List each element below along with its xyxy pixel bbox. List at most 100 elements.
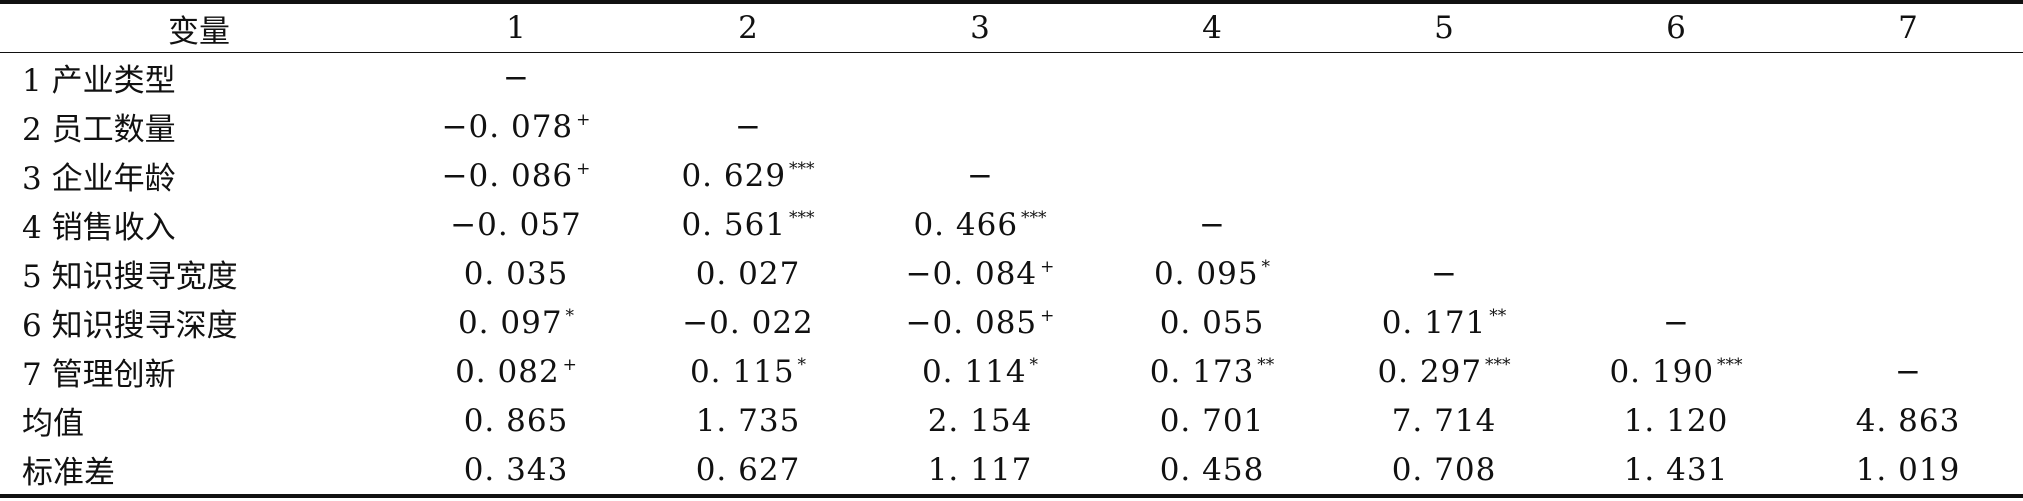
- table-row: 均值 0. 865 1. 735 2. 154 0. 701 7. 714 1. 120 4.…: [0, 396, 2023, 445]
- table-body: 1 产业类型 −2 员工数量 −0. 078 + −3 企业年龄 −0. 086 +0. 6…: [0, 53, 2023, 498]
- table-cell: [1792, 53, 2023, 103]
- cell-value: 0. 115: [689, 353, 795, 390]
- cell-value: 4. 863: [1855, 402, 1961, 439]
- header-variable: 变量: [0, 0, 400, 53]
- table-cell: −: [1560, 298, 1792, 347]
- cell-value: 1. 735: [695, 402, 801, 439]
- table-cell: −: [1096, 200, 1328, 249]
- table-cell: 1. 120: [1560, 396, 1792, 445]
- table-cell: −: [1792, 347, 2023, 396]
- table-cell: 0. 027: [632, 249, 864, 298]
- table-cell: 0. 095 *: [1096, 249, 1328, 298]
- table-cell: [632, 53, 864, 103]
- table-cell: 0. 115 *: [632, 347, 864, 396]
- table-cell: −: [864, 151, 1096, 200]
- significance-marker: **: [1257, 354, 1275, 375]
- header-column-4: 4: [1096, 0, 1328, 53]
- table-row: 3 企业年龄 −0. 086 +0. 629 *** −: [0, 151, 2023, 200]
- table-cell: 0. 097 *: [400, 298, 632, 347]
- table-cell: [1560, 249, 1792, 298]
- table-cell: 0. 297 ***: [1328, 347, 1560, 396]
- table-cell: −: [400, 53, 632, 103]
- cell-value: 0. 173: [1149, 353, 1255, 390]
- significance-marker: +: [576, 158, 591, 179]
- table-cell: −: [1328, 249, 1560, 298]
- row-variable-label: 1 产业类型: [22, 63, 176, 99]
- table-row: 标准差 0. 343 0. 627 1. 117 0. 458 0. 708 1. 431 1…: [0, 445, 2023, 498]
- table-cell: [1096, 151, 1328, 200]
- header-column-2: 2: [632, 0, 864, 53]
- table-cell: 1. 019: [1792, 445, 2023, 498]
- cell-value: 0. 627: [695, 451, 801, 488]
- cell-value: 0. 097: [457, 304, 563, 341]
- row-variable-label: 2 员工数量: [22, 112, 176, 148]
- significance-marker: ***: [1717, 354, 1743, 375]
- table-cell: 2. 154: [864, 396, 1096, 445]
- table-row: 5 知识搜寻宽度 0. 035 0. 027 −0. 084 +0. 095 * −: [0, 249, 2023, 298]
- table-cell: [1792, 102, 2023, 151]
- diagonal-dash: −: [1431, 255, 1457, 292]
- table-cell: −: [632, 102, 864, 151]
- table-cell: 0. 701: [1096, 396, 1328, 445]
- header-column-5: 5: [1328, 0, 1560, 53]
- cell-value: 2. 154: [927, 402, 1033, 439]
- row-variable-label: 5 知识搜寻宽度: [22, 259, 238, 295]
- header-column-1: 1: [400, 0, 632, 53]
- table-cell: [1328, 151, 1560, 200]
- table-cell: 0. 466 ***: [864, 200, 1096, 249]
- cell-value: 1. 117: [927, 451, 1033, 488]
- cell-value: 0. 035: [463, 255, 569, 292]
- cell-value: −0. 078: [441, 108, 574, 145]
- cell-value: 0. 708: [1391, 451, 1497, 488]
- table-cell: [1792, 200, 2023, 249]
- table-cell: 1. 117: [864, 445, 1096, 498]
- table-cell: 0. 627: [632, 445, 864, 498]
- table-cell: −0. 085 +: [864, 298, 1096, 347]
- table-cell: [1560, 53, 1792, 103]
- table-cell: 0. 082 +: [400, 347, 632, 396]
- cell-value: 0. 629: [681, 157, 787, 194]
- table-cell: [1096, 53, 1328, 103]
- table-row: 4 销售收入 −0. 057 0. 561 *** 0. 466 *** −: [0, 200, 2023, 249]
- significance-marker: *: [1261, 256, 1271, 277]
- row-variable-label: 7 管理创新: [22, 357, 176, 393]
- table-cell: −0. 086 +: [400, 151, 632, 200]
- significance-marker: ***: [1485, 354, 1511, 375]
- table-cell: [1096, 102, 1328, 151]
- table-cell: 0. 458: [1096, 445, 1328, 498]
- significance-marker: +: [576, 109, 591, 130]
- diagonal-dash: −: [735, 108, 761, 145]
- significance-marker: +: [1040, 256, 1055, 277]
- diagonal-dash: −: [1663, 304, 1689, 341]
- table-cell: [1328, 53, 1560, 103]
- table-cell: [1560, 151, 1792, 200]
- significance-marker: *: [1029, 354, 1039, 375]
- table-cell: [1560, 102, 1792, 151]
- diagonal-dash: −: [1895, 353, 1921, 390]
- cell-value: 7. 714: [1391, 402, 1497, 439]
- cell-value: 0. 055: [1159, 304, 1265, 341]
- row-variable-label: 3 企业年龄: [22, 161, 176, 197]
- cell-value: 1. 019: [1855, 451, 1961, 488]
- table-cell: 0. 190 ***: [1560, 347, 1792, 396]
- cell-value: 0. 027: [695, 255, 801, 292]
- diagonal-dash: −: [1199, 206, 1225, 243]
- table-cell: 0. 865: [400, 396, 632, 445]
- table-cell: 4. 863: [1792, 396, 2023, 445]
- row-variable-label: 标准差: [0, 445, 400, 498]
- cell-value: −0. 086: [441, 157, 574, 194]
- table-cell: 0. 114 *: [864, 347, 1096, 396]
- row-variable-label: 均值: [22, 406, 84, 442]
- table-cell: 0. 708: [1328, 445, 1560, 498]
- cell-value: 0. 190: [1609, 353, 1715, 390]
- cell-value: 1. 431: [1623, 451, 1729, 488]
- table-row: 6 知识搜寻深度 0. 097 * −0. 022 −0. 085 +0. 055 0. 1…: [0, 298, 2023, 347]
- table-cell: −0. 078 +: [400, 102, 632, 151]
- cell-value: 0. 701: [1159, 402, 1265, 439]
- header-column-6: 6: [1560, 0, 1792, 53]
- significance-marker: **: [1489, 305, 1507, 326]
